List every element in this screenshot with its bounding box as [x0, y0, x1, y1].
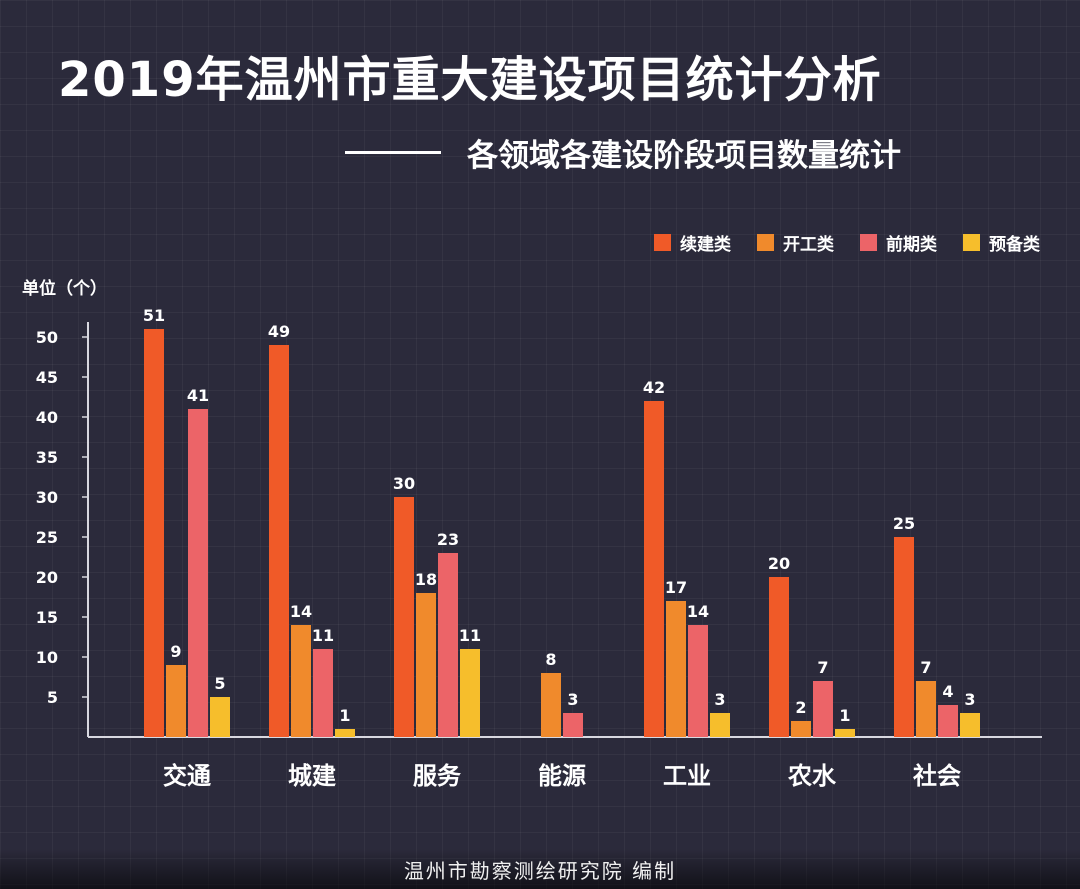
legend-label-preliminary: 前期类	[886, 235, 937, 255]
bar-1-1	[291, 625, 311, 737]
x-category-label: 服务	[413, 762, 462, 790]
chart-title: 2019年温州市重大建设项目统计分析	[58, 52, 882, 108]
legend-item-started: 开工类	[757, 230, 834, 255]
data-label: 30	[393, 474, 415, 493]
data-label: 3	[567, 690, 578, 709]
data-label: 17	[665, 578, 687, 597]
bar-6-2	[938, 705, 958, 737]
legend-label-started: 开工类	[783, 235, 834, 255]
data-label: 4	[942, 682, 953, 701]
x-category-label: 交通	[163, 762, 211, 790]
x-category-label: 城建	[288, 762, 336, 790]
bar-6-1	[916, 681, 936, 737]
data-label: 18	[415, 570, 437, 589]
data-label: 41	[187, 386, 209, 405]
data-label: 1	[339, 706, 350, 725]
legend-item-preliminary: 前期类	[860, 230, 937, 255]
legend-swatch-continuing	[654, 234, 671, 251]
legend-swatch-preliminary	[860, 234, 877, 251]
y-tick-label: 35	[36, 448, 58, 467]
bar-4-1	[666, 601, 686, 737]
bar-0-2	[188, 409, 208, 737]
data-label: 11	[459, 626, 481, 645]
footer-credit: 温州市勘察测绘研究院 编制	[403, 858, 677, 883]
y-tick-label: 5	[47, 688, 58, 707]
data-label: 1	[839, 706, 850, 725]
y-tick-label: 45	[36, 368, 58, 387]
data-label: 3	[964, 690, 975, 709]
data-label: 7	[817, 658, 828, 677]
data-label: 23	[437, 530, 459, 549]
chart-subtitle: 各领域各建设阶段项目数量统计	[467, 137, 901, 174]
data-label: 2	[795, 698, 806, 717]
data-label: 7	[920, 658, 931, 677]
bar-4-2	[688, 625, 708, 737]
bar-3-1	[541, 673, 561, 737]
legend-label-continuing: 续建类	[680, 235, 731, 255]
bar-6-0	[894, 537, 914, 737]
bar-0-0	[144, 329, 164, 737]
bar-1-3	[335, 729, 355, 737]
bar-1-2	[313, 649, 333, 737]
bar-2-2	[438, 553, 458, 737]
data-label: 11	[312, 626, 334, 645]
bar-5-1	[791, 721, 811, 737]
bar-3-2	[563, 713, 583, 737]
y-tick-label: 20	[36, 568, 58, 587]
y-axis-unit-label: 单位（个）	[22, 279, 107, 299]
y-tick-label: 15	[36, 608, 58, 627]
bar-6-3	[960, 713, 980, 737]
data-label: 20	[768, 554, 790, 573]
x-category-label: 工业	[663, 762, 711, 790]
data-label: 3	[714, 690, 725, 709]
footer-bar: 温州市勘察测绘研究院 编制	[0, 849, 1080, 889]
subtitle-dash	[345, 150, 441, 154]
data-label: 5	[214, 674, 225, 693]
bar-4-3	[710, 713, 730, 737]
data-label: 9	[170, 642, 181, 661]
data-label: 51	[143, 306, 165, 325]
data-label: 14	[687, 602, 709, 621]
x-category-label: 社会	[913, 762, 961, 790]
x-category-label: 农水	[787, 762, 837, 790]
y-tick-label: 30	[36, 488, 58, 507]
bar-2-0	[394, 497, 414, 737]
legend-swatch-reserve	[963, 234, 980, 251]
bar-4-0	[644, 401, 664, 737]
x-category-label: 能源	[538, 762, 586, 790]
legend-swatch-started	[757, 234, 774, 251]
legend-label-reserve: 预备类	[989, 235, 1040, 255]
y-tick-label: 10	[36, 648, 58, 667]
bar-0-3	[210, 697, 230, 737]
y-tick-label: 40	[36, 408, 58, 427]
data-label: 42	[643, 378, 665, 397]
legend-item-reserve: 预备类	[963, 230, 1040, 255]
bar-2-1	[416, 593, 436, 737]
legend: 续建类 开工类 前期类 预备类	[654, 230, 1040, 255]
data-label: 14	[290, 602, 312, 621]
data-label: 8	[545, 650, 556, 669]
bar-2-3	[460, 649, 480, 737]
data-label: 49	[268, 322, 290, 341]
bar-5-3	[835, 729, 855, 737]
bar-5-0	[769, 577, 789, 737]
bar-1-0	[269, 345, 289, 737]
bar-0-1	[166, 665, 186, 737]
y-tick-label: 50	[36, 328, 58, 347]
y-tick-label: 25	[36, 528, 58, 547]
bar-5-2	[813, 681, 833, 737]
subtitle-block: 各领域各建设阶段项目数量统计	[345, 132, 901, 174]
data-label: 25	[893, 514, 915, 533]
legend-item-continuing: 续建类	[654, 230, 731, 255]
